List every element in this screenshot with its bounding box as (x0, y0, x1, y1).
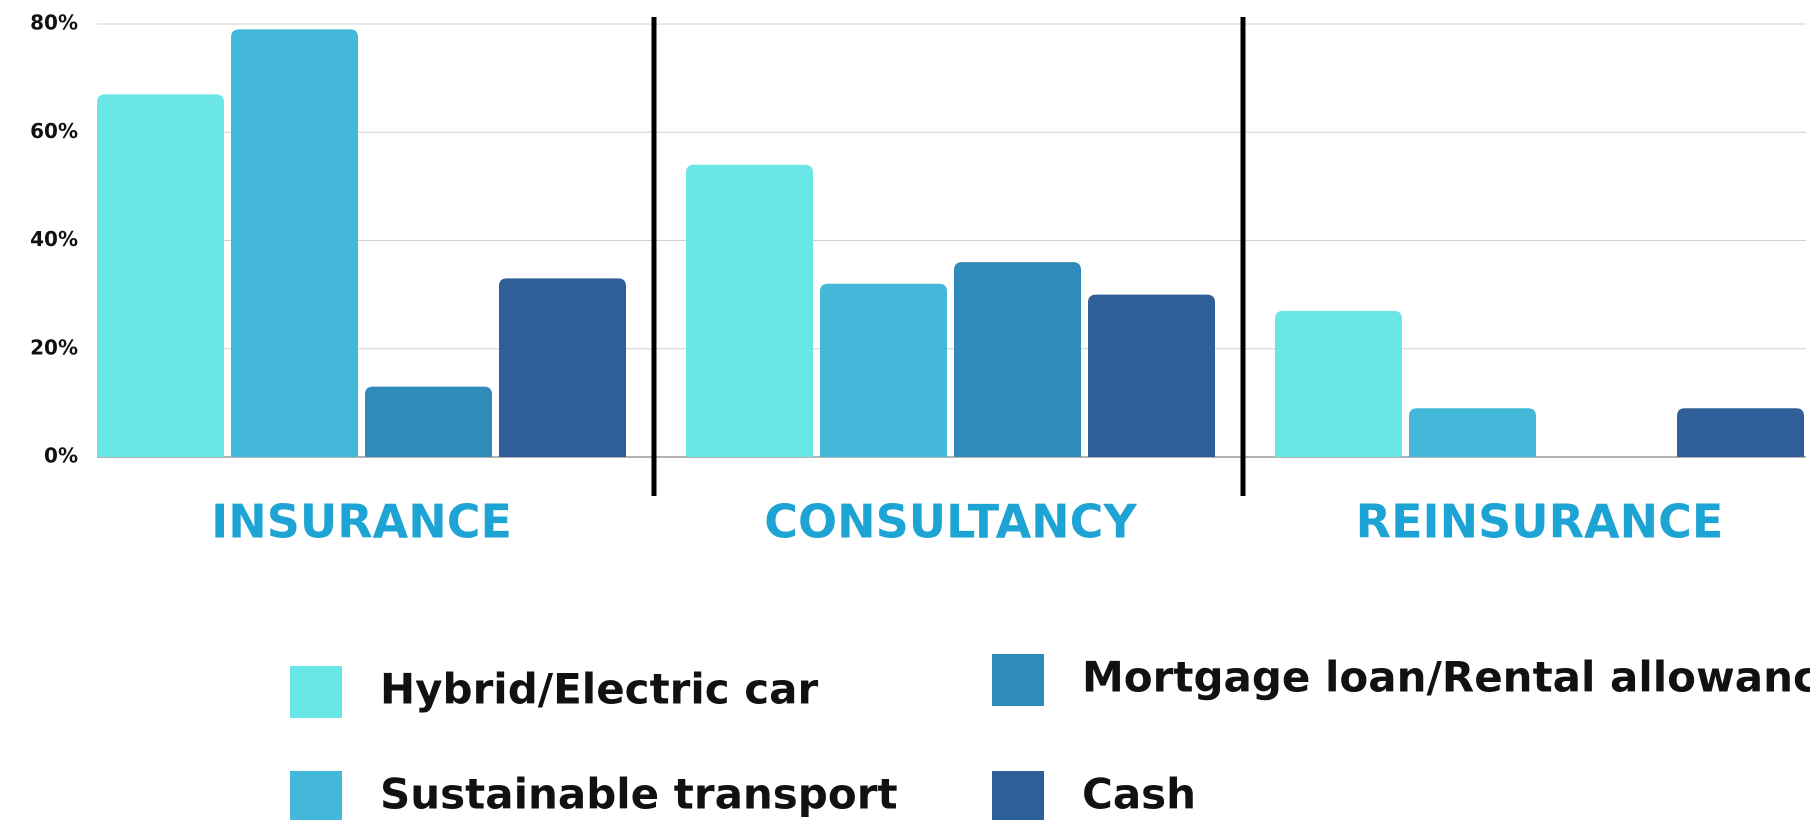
y-tick-label: 80% (30, 11, 78, 35)
bar (1677, 408, 1804, 457)
legend-label: Hybrid/Electric car (380, 665, 819, 714)
legend-label: Cash (1082, 770, 1196, 819)
legend-swatch (992, 654, 1044, 706)
y-tick-label: 40% (30, 227, 78, 251)
legend-swatch (290, 666, 342, 718)
bar (499, 278, 626, 457)
x-tick-label: REINSURANCE (1356, 495, 1724, 549)
legend-label: Sustainable transport (380, 770, 898, 819)
legend-swatch (290, 771, 342, 820)
bar (1275, 310, 1402, 457)
bar (365, 386, 492, 457)
y-tick-label: 20% (30, 335, 78, 359)
bar (97, 94, 224, 458)
bar (954, 262, 1081, 457)
bar (1409, 408, 1536, 457)
bar (686, 164, 813, 457)
legend-label: Mortgage loan/Rental allowance (1082, 653, 1810, 702)
legend-swatch (992, 771, 1044, 820)
y-tick-label: 0% (44, 444, 78, 468)
y-tick-label: 60% (30, 119, 78, 143)
x-tick-label: INSURANCE (211, 495, 512, 549)
bar (820, 283, 947, 457)
bar (231, 29, 358, 457)
bar (1088, 294, 1215, 457)
x-tick-label: CONSULTANCY (764, 495, 1137, 549)
